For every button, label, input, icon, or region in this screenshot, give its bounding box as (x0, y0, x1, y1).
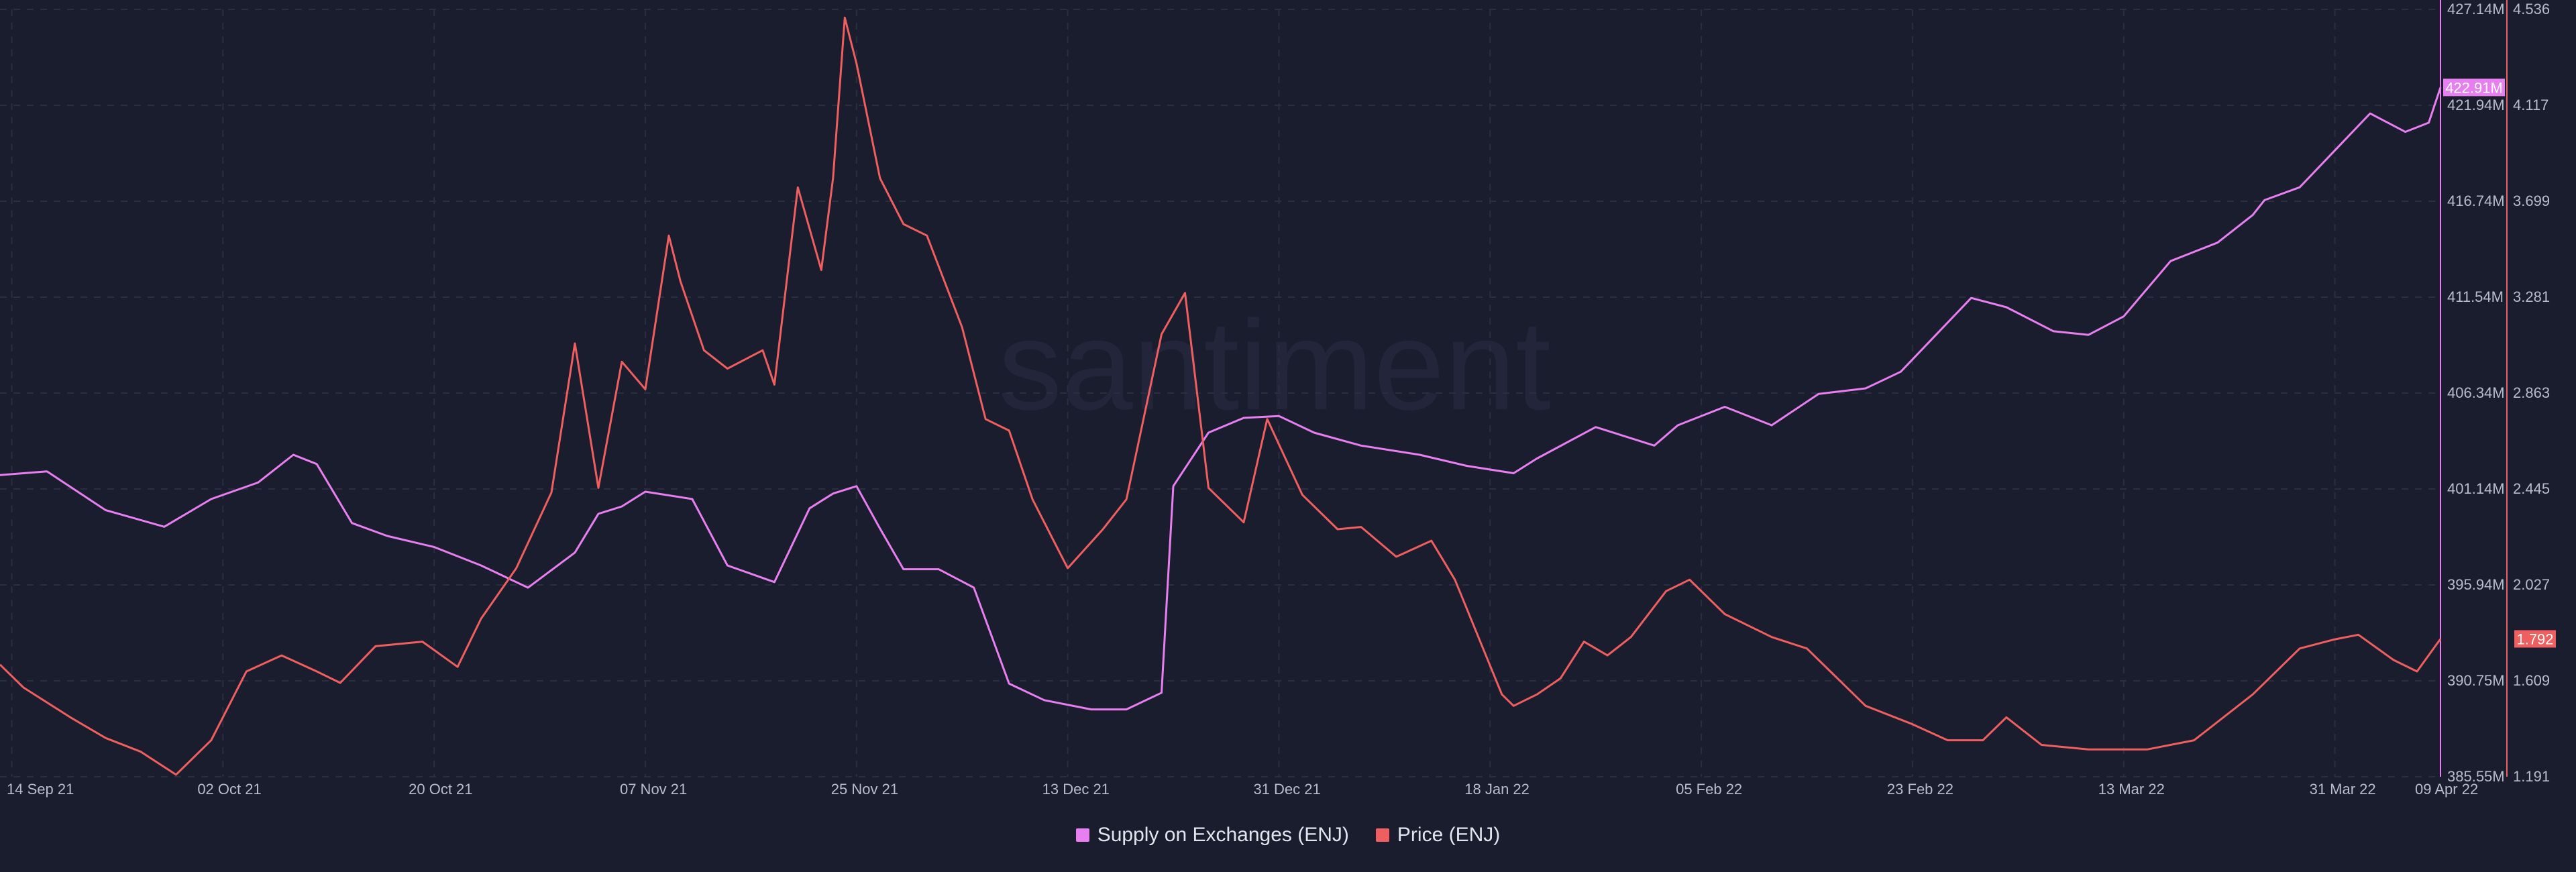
supply-tick-label: 401.14M (2447, 480, 2505, 497)
series-layer (0, 16, 2442, 776)
x-tick-label: 18 Jan 22 (1464, 781, 1529, 798)
price-current-badge (2514, 630, 2556, 648)
price-tick-label: 2.863 (2513, 384, 2550, 401)
x-axis: 14 Sep 21 02 Oct 21 20 Oct 21 07 Nov 21 25 N… (7, 781, 2478, 798)
supply-current-badge (2443, 78, 2505, 97)
x-tick-label: 07 Nov 21 (620, 781, 687, 798)
watermark: santiment (998, 294, 1551, 437)
legend-swatch-price (1375, 828, 1389, 842)
price-tick-label: 3.281 (2513, 288, 2550, 305)
supply-tick-label: 395.94M (2447, 576, 2505, 593)
price-tick-label: 2.027 (2513, 576, 2550, 593)
price-tick-label: 1.609 (2513, 672, 2550, 689)
x-tick-label: 05 Feb 22 (1676, 781, 1742, 798)
price-tick-label: 4.536 (2513, 1, 2550, 17)
price-tick-label: 1.191 (2513, 768, 2550, 785)
x-tick-label: 14 Sep 21 (7, 781, 74, 798)
x-tick-label: 09 Apr 22 (2415, 781, 2478, 798)
x-tick-label: 20 Oct 21 (409, 781, 472, 798)
current-value-badges: 422.91M 1.792 (2443, 78, 2556, 648)
supply-current-value: 422.91M (2445, 79, 2503, 96)
legend-item-supply[interactable]: Supply on Exchanges (ENJ) (1075, 824, 1349, 847)
legend-swatch-supply (1075, 828, 1089, 842)
price-current-value: 1.792 (2516, 631, 2553, 647)
x-tick-label: 23 Feb 22 (1887, 781, 1953, 798)
legend-item-price[interactable]: Price (ENJ) (1375, 824, 1501, 847)
price-tick-label: 3.699 (2513, 193, 2550, 209)
supply-tick-label: 411.54M (2447, 288, 2504, 305)
x-tick-label: 25 Nov 21 (831, 781, 898, 798)
x-tick-label: 31 Mar 22 (2310, 781, 2376, 798)
x-tick-label: 02 Oct 21 (197, 781, 261, 798)
supply-tick-label: 421.94M (2447, 97, 2505, 113)
supply-tick-label: 406.34M (2447, 384, 2505, 401)
x-tick-label: 31 Dec 21 (1253, 781, 1320, 798)
x-tick-label: 13 Mar 22 (2098, 781, 2165, 798)
supply-tick-label: 416.74M (2447, 193, 2505, 209)
x-tick-label: 13 Dec 21 (1042, 781, 1110, 798)
grid (0, 9, 2441, 777)
legend-label-supply: Supply on Exchanges (ENJ) (1097, 824, 1349, 846)
supply-axis: 427.14M 421.94M 416.74M 411.54M 406.34M 401.1… (2440, 0, 2505, 785)
price-tick-label: 4.117 (2513, 97, 2548, 113)
supply-tick-label: 427.14M (2447, 1, 2505, 17)
series-line-price (0, 16, 2442, 776)
price-tick-label: 2.445 (2513, 480, 2550, 497)
series-line-supply (0, 87, 2442, 711)
price-axis: 4.536 4.117 3.699 3.281 2.863 2.445 2.027 1.609… (2506, 0, 2550, 785)
supply-tick-label: 385.55M (2447, 768, 2505, 785)
supply-tick-label: 390.75M (2447, 672, 2505, 689)
legend-label-price: Price (ENJ) (1397, 824, 1501, 846)
legend: Supply on Exchanges (ENJ) Price (ENJ) (0, 824, 2576, 847)
